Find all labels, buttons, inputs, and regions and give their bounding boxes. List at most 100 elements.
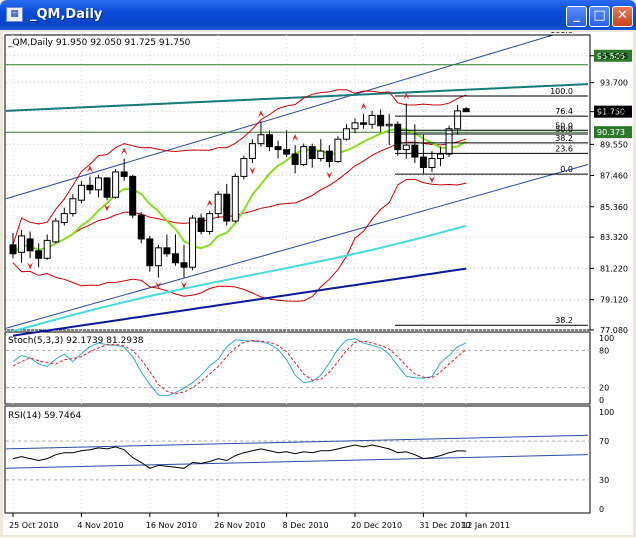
candle-body [206, 213, 214, 232]
price-axis-tick: 77.080 [600, 326, 628, 335]
candle-body [171, 253, 179, 264]
rsi-panel [4, 405, 591, 514]
candle-body [137, 214, 145, 240]
candle-body [240, 158, 248, 177]
candle-body [445, 128, 453, 155]
candle-body [52, 220, 60, 243]
bollinger-middle [12, 138, 467, 255]
candle-body [60, 213, 68, 224]
candle-body [394, 123, 402, 151]
teal-trendline [5, 83, 589, 112]
stoch-axis-tick: 0 [599, 396, 604, 405]
candle-body [26, 238, 34, 252]
candle-body [86, 184, 94, 191]
candle-body [95, 177, 102, 191]
candle-body [214, 193, 222, 215]
candle-body [462, 108, 470, 113]
candle-body [437, 153, 444, 160]
ma-navy [12, 267, 467, 337]
candle-body [18, 235, 26, 253]
price-axis-tick: 95.505 [600, 52, 628, 61]
fractal-up-marker [86, 165, 93, 173]
channel-lower-line [5, 164, 589, 329]
price-axis-tick: 81.220 [600, 264, 628, 273]
fib-level-label: 161.8 [550, 32, 573, 35]
candle-body [283, 149, 291, 155]
time-axis-label: 8 Dec 2010 [283, 521, 329, 530]
chart-svg[interactable]: 161.8100.076.450.050.038.223.60.038.291.… [3, 26, 633, 535]
candle-body [428, 158, 436, 168]
time-axis-label: 26 Nov 2010 [214, 521, 265, 530]
candle-body [402, 144, 410, 151]
candle-body [35, 250, 43, 259]
candle-body [112, 171, 120, 198]
fractal-up-marker [292, 134, 299, 142]
candle-body [103, 177, 111, 198]
candle-body [43, 239, 51, 259]
current-price-tag: 91.750 [597, 108, 625, 117]
price-axis-tick: 85.360 [600, 203, 628, 212]
channel-upper-line [5, 34, 554, 200]
price-chart-title: _QM,Daily 91.950 92.050 91.725 91.750 [7, 38, 191, 48]
candle-body [300, 146, 308, 165]
candle-body [377, 114, 385, 127]
candle-body [360, 122, 368, 125]
fib-level-label: 50.0 [555, 125, 573, 134]
candle-body [291, 153, 299, 165]
green-level-tag: 90.373 [597, 128, 625, 137]
price-axis-tick: 87.460 [600, 172, 628, 181]
fractal-down-marker [104, 204, 111, 212]
fractal-down-marker [27, 262, 34, 270]
rsi-axis-tick: 70 [599, 437, 609, 446]
fib-level-label: 76.4 [555, 107, 573, 116]
candle-body [197, 217, 205, 232]
maximize-button[interactable]: □ [589, 6, 610, 27]
candle-body [274, 146, 282, 151]
candle-body [69, 198, 77, 215]
fractal-up-marker [360, 102, 367, 110]
rsi-title: RSI(14) 59.7464 [8, 411, 81, 421]
fractal-down-marker [326, 171, 333, 179]
rsi-channel-lower [5, 454, 589, 469]
title-bar[interactable]: ▦ _QM,Daily _ □ ✕ [0, 0, 636, 30]
chart-area[interactable]: 161.8100.076.450.050.038.223.60.038.291.… [3, 26, 633, 535]
candle-body [189, 217, 197, 268]
fib-level-label: 100.0 [550, 87, 573, 96]
candle-body [163, 247, 171, 255]
current-price-tag-bg [594, 105, 632, 118]
stoch-axis-tick: 100 [599, 334, 614, 343]
time-axis-label: 4 Nov 2010 [77, 521, 123, 530]
candle-body [325, 150, 333, 163]
candle-body [231, 175, 239, 222]
time-axis-label: 20 Dec 2010 [351, 521, 402, 530]
stoch-axis-tick: 80 [599, 346, 609, 355]
candle-body [368, 114, 376, 125]
rsi-axis-tick: 30 [599, 476, 609, 485]
price-axis-tick: 83.320 [600, 233, 628, 242]
fractal-down-marker [428, 175, 435, 183]
stoch-title: Stoch(5,3,3) 92.1739 81.2938 [8, 336, 144, 346]
candle-body [77, 184, 85, 201]
green-level-tag: 95.505 [597, 52, 625, 61]
candle-body [351, 122, 359, 130]
green-level-tag-bg [594, 126, 632, 139]
close-button[interactable]: ✕ [612, 6, 633, 27]
fractal-down-marker [181, 281, 187, 289]
ma-green [12, 127, 467, 255]
fib-level-label: 38.2 [555, 316, 573, 325]
rsi-channel-upper [5, 434, 589, 450]
fractal-up-marker [403, 92, 410, 100]
candle-body [411, 144, 419, 158]
time-axis-label: 16 Nov 2010 [146, 521, 197, 530]
candle-body [385, 123, 393, 127]
time-axis-label: 31 Dec 2010 [419, 521, 470, 530]
time-axis-label: 25 Oct 2010 [9, 521, 58, 530]
candle-body [454, 110, 462, 130]
candle-body [266, 134, 273, 148]
minimize-button[interactable]: _ [566, 6, 587, 27]
price-panel [4, 34, 591, 331]
chart-app-icon: ▦ [6, 7, 23, 22]
candle-body [146, 238, 154, 267]
rsi-axis-tick: 0 [599, 505, 604, 514]
